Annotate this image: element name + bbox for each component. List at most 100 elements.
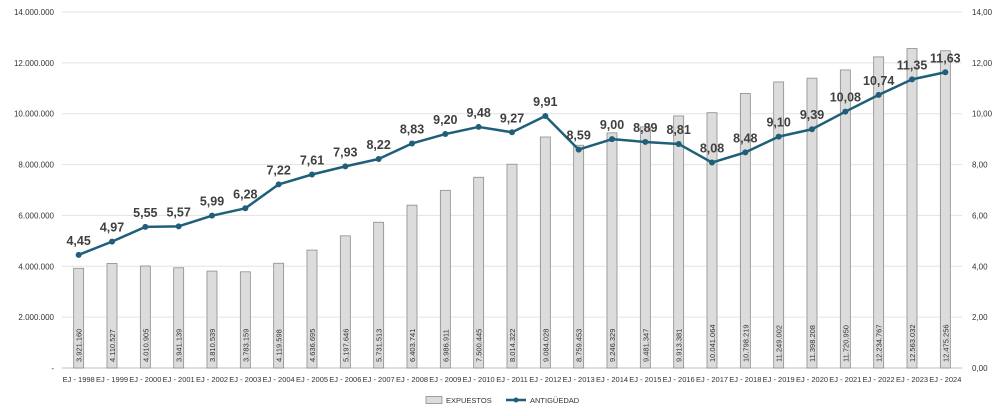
x-category-label: EJ - 2000 <box>129 375 161 384</box>
bar-value-label: 12.475.256 <box>941 324 950 362</box>
line-point <box>142 223 149 230</box>
bar-value-label: 5.197.646 <box>341 329 350 362</box>
x-category-label: EJ - 1998 <box>63 375 95 384</box>
line-value-label: 7,22 <box>266 163 290 177</box>
y-right-tick-label: 10,00 <box>972 110 993 119</box>
x-category-label: EJ - 2008 <box>396 375 428 384</box>
line-value-label: 4,45 <box>66 234 90 248</box>
x-category-label: EJ - 2021 <box>829 375 861 384</box>
bar <box>906 48 918 369</box>
bar <box>873 56 885 369</box>
x-category-label: EJ - 2002 <box>196 375 228 384</box>
y-left-tick-label: - <box>51 364 54 373</box>
y-right-tick-label: 4,00 <box>972 262 988 271</box>
y-right-tick-label: 6,00 <box>972 211 988 220</box>
bar-value-label: 12.234.767 <box>875 324 884 362</box>
bar-value-label: 6.403.741 <box>408 329 417 362</box>
line-value-label: 7,93 <box>333 145 357 159</box>
line-point <box>442 131 449 138</box>
line-point <box>675 140 682 147</box>
y-right-tick-label: 12,00 <box>972 59 993 68</box>
bar <box>739 93 751 369</box>
line-point <box>542 113 549 120</box>
line-value-label: 8,48 <box>733 131 757 145</box>
line-value-label: 8,22 <box>366 138 390 152</box>
bar <box>773 81 785 369</box>
bar-value-label: 4.110.527 <box>108 329 117 362</box>
bar-value-label: 9.246.329 <box>608 329 617 362</box>
line-point <box>109 238 115 245</box>
line-value-label: 10,08 <box>830 91 861 105</box>
bar-value-label: 5.731.513 <box>375 329 384 362</box>
bar-value-label: 3.941.139 <box>175 329 184 362</box>
line-value-label: 8,59 <box>566 129 590 143</box>
x-category-label: EJ - 2007 <box>363 375 395 384</box>
bar-value-label: 10.798.219 <box>741 324 750 362</box>
x-category-label: EJ - 2024 <box>929 375 961 384</box>
line-point <box>375 155 382 162</box>
y-left-tick-label: 8.000.000 <box>18 161 54 170</box>
line-value-label: 6,28 <box>233 187 257 201</box>
bar <box>406 204 418 369</box>
line-value-label: 11,63 <box>930 51 961 65</box>
bar-value-label: 4.010.905 <box>141 329 150 362</box>
bar-value-label: 10.041.064 <box>708 324 717 362</box>
line-value-label: 5,55 <box>133 206 157 220</box>
y-right-tick-label: 2,00 <box>972 313 988 322</box>
bar <box>573 144 585 369</box>
line-point <box>309 171 315 178</box>
line-point <box>175 223 182 230</box>
x-category-label: EJ - 2010 <box>463 375 495 384</box>
x-category-label: EJ - 1999 <box>96 375 128 384</box>
bar <box>139 265 151 369</box>
y-right-tick-label: 0,00 <box>972 364 988 373</box>
line-value-label: 9,39 <box>800 108 824 122</box>
legend-bar-swatch <box>425 396 443 404</box>
line-point <box>242 205 249 212</box>
line-point <box>742 149 749 156</box>
line-point <box>342 163 349 170</box>
legend-line-marker <box>513 397 519 403</box>
bar <box>839 69 851 369</box>
bar <box>473 176 485 369</box>
line-point <box>209 212 215 219</box>
bar-value-label: 11.720.950 <box>841 325 850 362</box>
y-left-tick-label: 6.000.000 <box>18 211 54 220</box>
line-point <box>875 91 882 98</box>
bar <box>239 271 251 369</box>
bar <box>439 189 451 369</box>
line-point <box>609 136 615 143</box>
line-value-label: 9,48 <box>466 106 490 120</box>
x-category-label: EJ - 2013 <box>563 375 595 384</box>
x-category-label: EJ - 2017 <box>696 375 728 384</box>
line-point <box>909 76 915 83</box>
x-category-label: EJ - 2014 <box>596 375 628 384</box>
line-point <box>709 159 715 166</box>
bar-value-label: 8.014.322 <box>508 329 517 362</box>
y-right-tick-label: 14,00 <box>972 8 993 17</box>
line-point <box>809 126 815 133</box>
bar <box>506 163 518 369</box>
line-value-label: 8,83 <box>400 122 424 136</box>
bar <box>606 132 618 369</box>
line-point <box>775 133 782 140</box>
bar <box>639 126 651 369</box>
y-left-tick-label: 2.000.000 <box>18 313 54 322</box>
bar-value-label: 7.500.445 <box>475 329 484 362</box>
line-value-label: 7,61 <box>300 153 324 167</box>
line-value-label: 9,00 <box>600 118 624 132</box>
bar <box>539 136 551 369</box>
bar <box>706 112 718 369</box>
x-category-label: EJ - 2001 <box>163 375 195 384</box>
line-value-label: 8,08 <box>700 142 724 156</box>
bar-value-label: 4.119.598 <box>275 329 284 362</box>
bar <box>673 115 685 369</box>
line-value-label: 8,89 <box>633 121 657 135</box>
line-point <box>509 129 515 136</box>
line-point <box>842 108 849 115</box>
bar-value-label: 12.563.032 <box>908 324 917 362</box>
line-value-label: 9,27 <box>500 111 524 125</box>
x-category-label: EJ - 2011 <box>496 375 528 384</box>
line-point <box>575 146 582 153</box>
